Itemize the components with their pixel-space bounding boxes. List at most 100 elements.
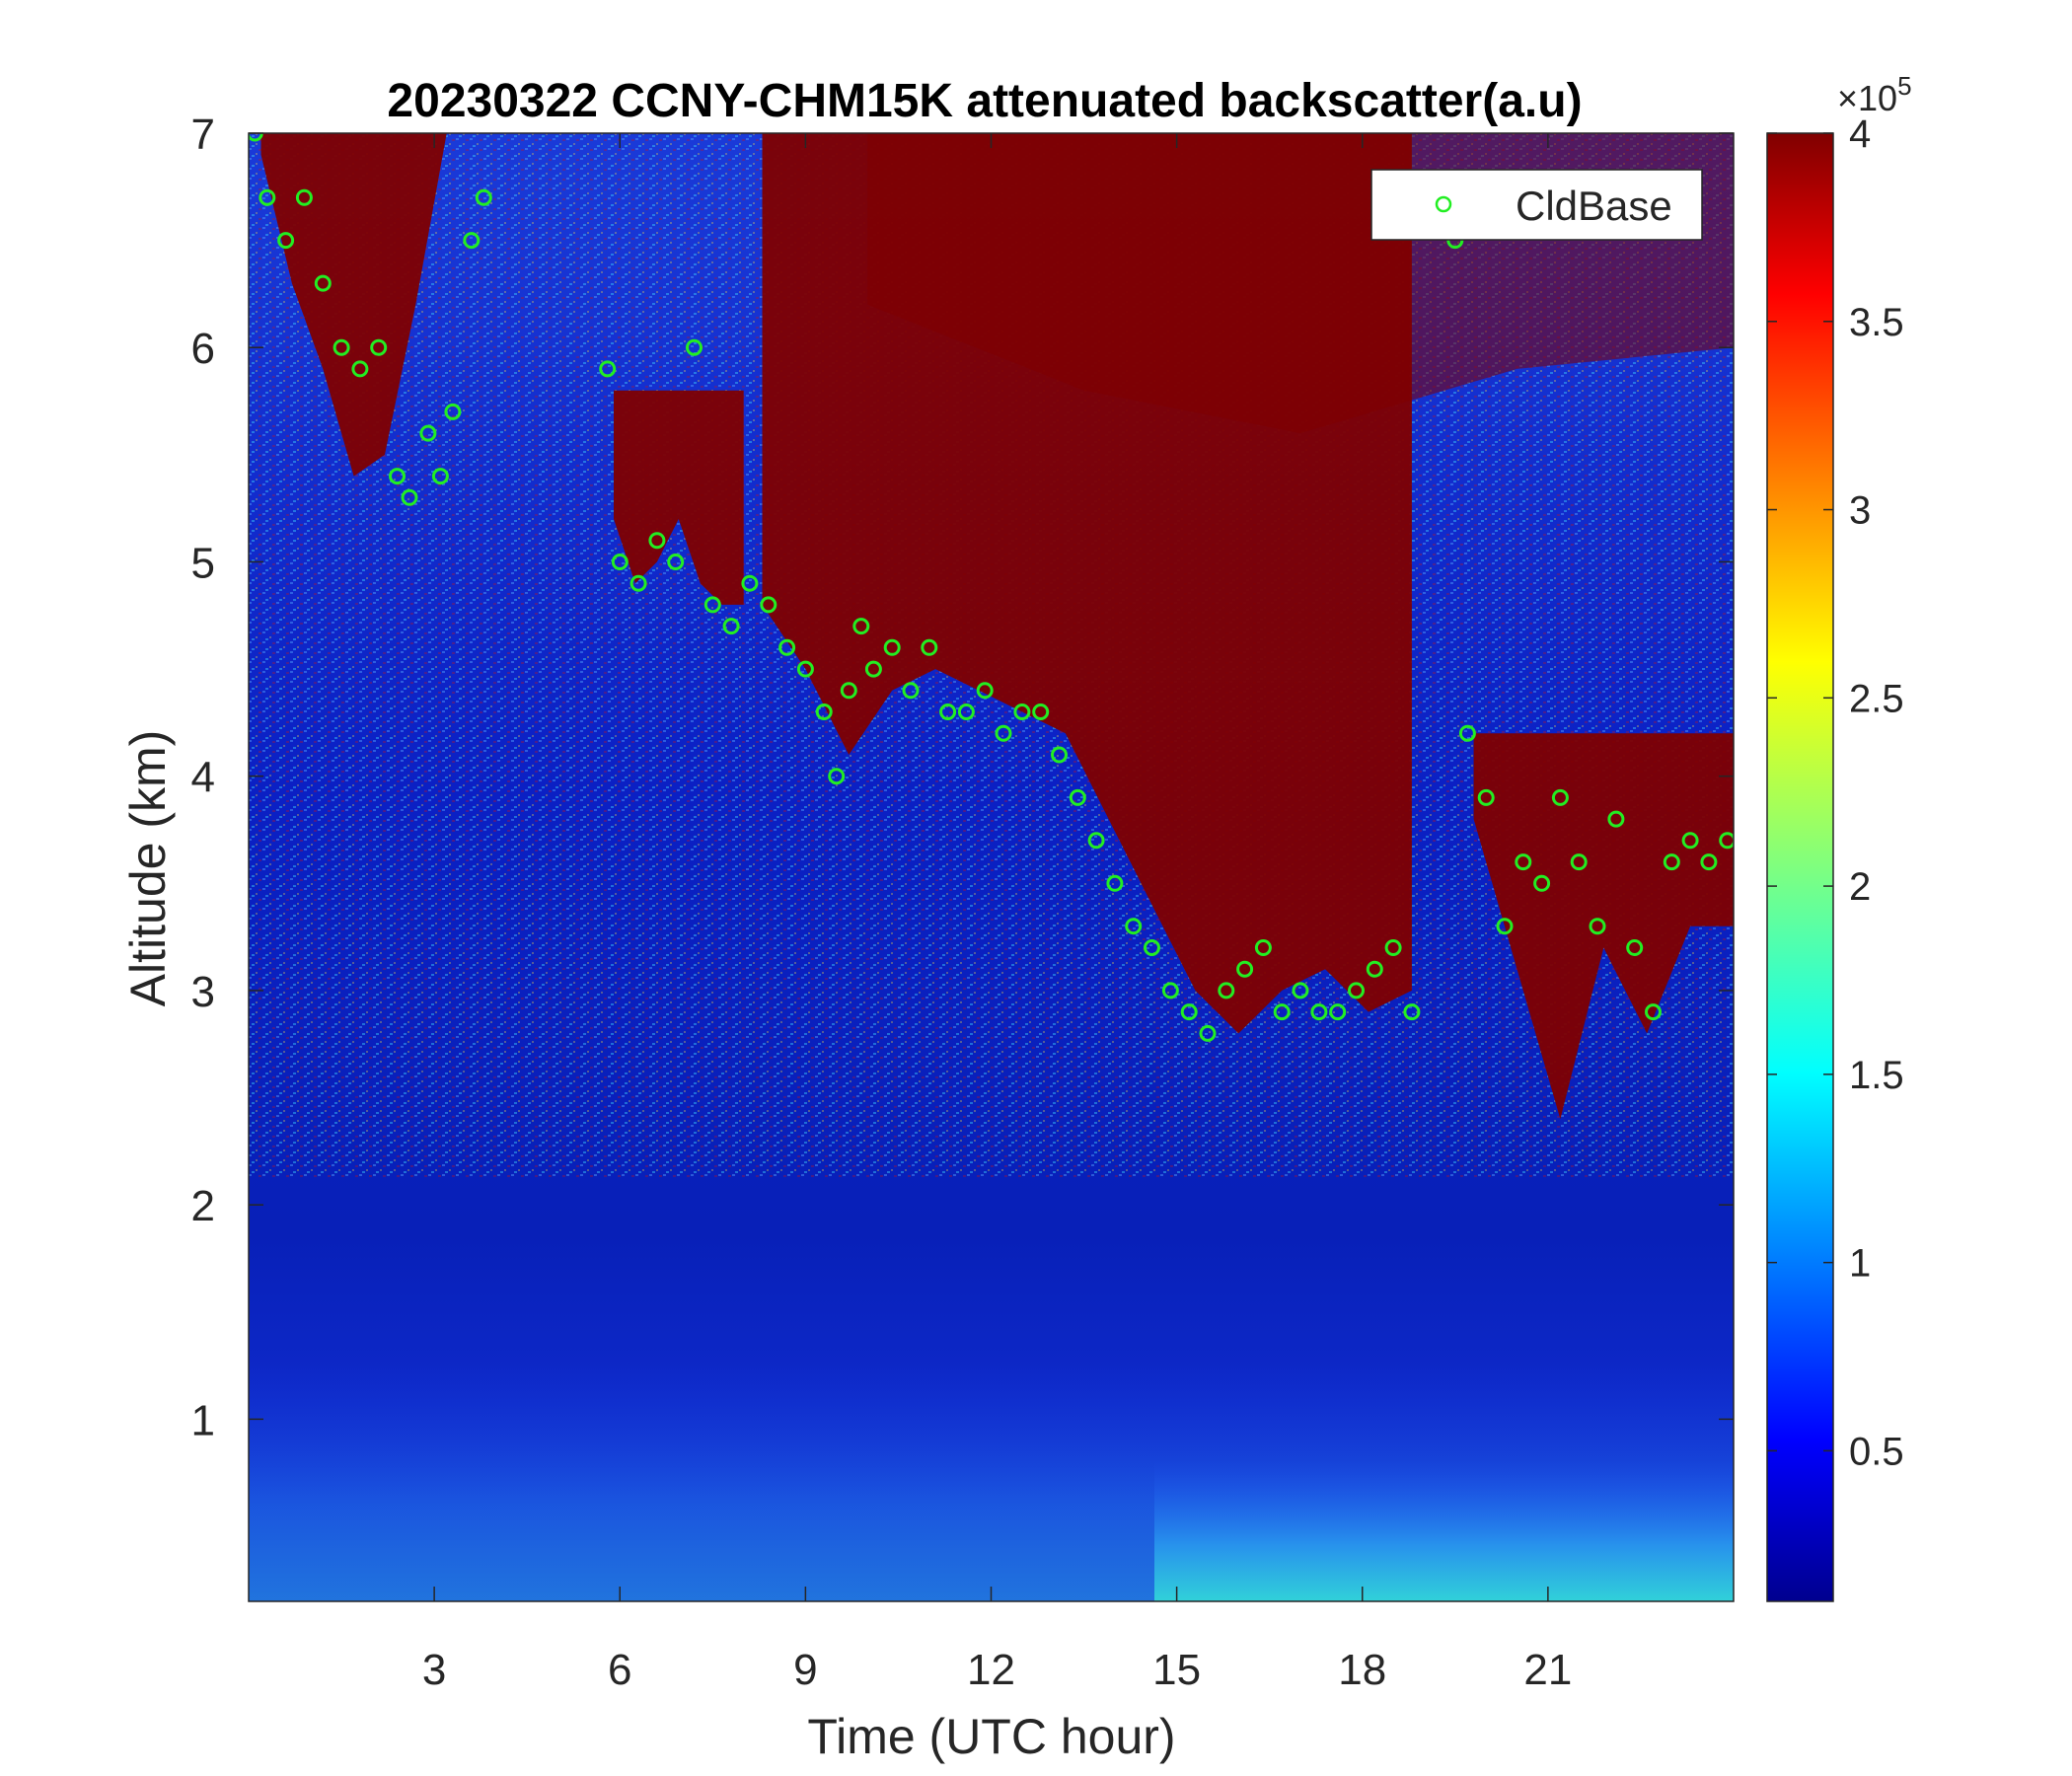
cldbase-point bbox=[667, 554, 685, 570]
cldbase-point bbox=[1180, 1003, 1198, 1021]
cldbase-point bbox=[444, 403, 462, 420]
y-tick-label: 7 bbox=[191, 111, 215, 159]
colorbar-ticks: 0.5 1 1.5 2 2.5 3 3.5 4 bbox=[1767, 112, 1904, 1473]
cldbase-point bbox=[1329, 1003, 1347, 1021]
cldbase-point bbox=[277, 232, 295, 250]
y-tick-label: 3 bbox=[191, 968, 215, 1016]
cldbase-point bbox=[1161, 982, 1179, 999]
x-tick-label: 9 bbox=[793, 1646, 817, 1694]
y-axis-ticks: 1 2 3 4 5 6 7 bbox=[191, 111, 1734, 1444]
cldbase-point bbox=[1310, 1003, 1328, 1021]
legend-marker-icon bbox=[1435, 195, 1452, 213]
cldbase-point bbox=[259, 188, 276, 206]
colorbar-exponent-label: ×105 bbox=[1837, 71, 1912, 118]
cldbase-point bbox=[1254, 939, 1272, 956]
x-tick-label: 18 bbox=[1338, 1646, 1386, 1694]
cloud-base-markers bbox=[249, 133, 1734, 1042]
cldbase-point bbox=[828, 768, 846, 785]
cldbase-point bbox=[1013, 703, 1031, 720]
cldbase-point bbox=[1570, 853, 1588, 871]
cldbase-point bbox=[1626, 939, 1644, 956]
colorbar-tick-label: 3.5 bbox=[1849, 301, 1904, 344]
cldbase-point bbox=[921, 638, 938, 656]
cldbase-point bbox=[883, 638, 901, 656]
cldbase-point bbox=[796, 660, 814, 678]
colorbar-tick-label: 1.5 bbox=[1849, 1054, 1904, 1097]
legend: CldBase bbox=[1370, 169, 1703, 241]
cldbase-point bbox=[957, 703, 975, 720]
cldbase-point bbox=[864, 660, 882, 678]
cldbase-point bbox=[599, 360, 617, 378]
colorbar-gradient bbox=[1766, 132, 1834, 1602]
cldbase-point bbox=[778, 638, 796, 656]
cldbase-point bbox=[815, 703, 833, 720]
cldbase-point bbox=[741, 574, 759, 592]
cldbase-point bbox=[1273, 1003, 1291, 1021]
cldbase-point bbox=[1515, 853, 1532, 871]
cldbase-point bbox=[902, 682, 920, 700]
cloud-layer-1 bbox=[260, 133, 447, 477]
cldbase-point bbox=[1087, 832, 1105, 850]
cldbase-point bbox=[648, 532, 666, 550]
cldbase-point bbox=[1348, 982, 1365, 999]
x-tick-label: 12 bbox=[967, 1646, 1015, 1694]
cldbase-point bbox=[1403, 1003, 1421, 1021]
legend-box bbox=[1370, 169, 1703, 241]
cldbase-point bbox=[1533, 874, 1551, 892]
cldbase-point bbox=[370, 338, 388, 356]
cldbase-point bbox=[419, 424, 437, 442]
cldbase-point bbox=[431, 468, 449, 485]
cldbase-point bbox=[1719, 832, 1734, 850]
cldbase-point bbox=[1144, 939, 1160, 956]
cldbase-point bbox=[1366, 960, 1383, 978]
cldbase-point bbox=[1125, 918, 1143, 935]
cldbase-point bbox=[389, 468, 406, 485]
cldbase-point bbox=[295, 188, 313, 206]
cldbase-point bbox=[976, 682, 994, 700]
cldbase-point bbox=[1645, 1003, 1662, 1021]
cldbase-point bbox=[1292, 982, 1309, 999]
y-tick-label: 5 bbox=[191, 539, 215, 587]
cldbase-point bbox=[1106, 874, 1124, 892]
cldbase-point bbox=[1384, 939, 1402, 956]
cldbase-point bbox=[852, 618, 870, 635]
cldbase-point bbox=[1589, 918, 1606, 935]
cldbase-point bbox=[760, 596, 777, 614]
y-tick-label: 2 bbox=[191, 1182, 215, 1230]
x-tick-label: 15 bbox=[1152, 1646, 1201, 1694]
colorbar-tick-label: 2.5 bbox=[1849, 677, 1904, 720]
cldbase-point bbox=[1218, 982, 1235, 999]
cldbase-point bbox=[686, 338, 703, 356]
cldbase-point bbox=[1663, 853, 1680, 871]
chart-title: 20230322 CCNY-CHM15K attenuated backscat… bbox=[387, 75, 1582, 127]
cldbase-point bbox=[463, 232, 481, 250]
cldbase-point bbox=[314, 274, 332, 292]
cloud-layer-2 bbox=[614, 390, 744, 605]
cldbase-point bbox=[475, 188, 492, 206]
cldbase-point bbox=[1458, 724, 1476, 742]
colorbar-tick-label: 0.5 bbox=[1849, 1430, 1904, 1473]
cldbase-point bbox=[1477, 788, 1495, 806]
colorbar-tick-label: 1 bbox=[1849, 1242, 1871, 1286]
cldbase-point bbox=[249, 133, 263, 142]
cldbase-point bbox=[1496, 918, 1514, 935]
x-tick-label: 6 bbox=[608, 1646, 631, 1694]
cldbase-point bbox=[703, 596, 721, 614]
cldbase-point bbox=[1551, 788, 1569, 806]
y-tick-label: 4 bbox=[191, 754, 215, 802]
y-tick-label: 6 bbox=[191, 325, 215, 373]
cldbase-point bbox=[840, 682, 857, 700]
cldbase-point bbox=[995, 724, 1012, 742]
cldbase-point bbox=[1069, 788, 1086, 806]
cldbase-point bbox=[351, 360, 369, 378]
cldbase-point bbox=[1700, 853, 1718, 871]
colorbar: 0.5 1 1.5 2 2.5 3 3.5 4 ×105 bbox=[1766, 71, 1912, 1602]
cldbase-point bbox=[1051, 746, 1068, 764]
legend-entry-cldbase: CldBase bbox=[1516, 183, 1672, 229]
x-tick-label: 3 bbox=[422, 1646, 446, 1694]
cldbase-point bbox=[629, 574, 647, 592]
cldbase-point bbox=[1199, 1024, 1217, 1042]
cldbase-point bbox=[939, 703, 957, 720]
x-axis-ticks: 3 6 9 12 15 18 21 bbox=[422, 133, 1572, 1694]
